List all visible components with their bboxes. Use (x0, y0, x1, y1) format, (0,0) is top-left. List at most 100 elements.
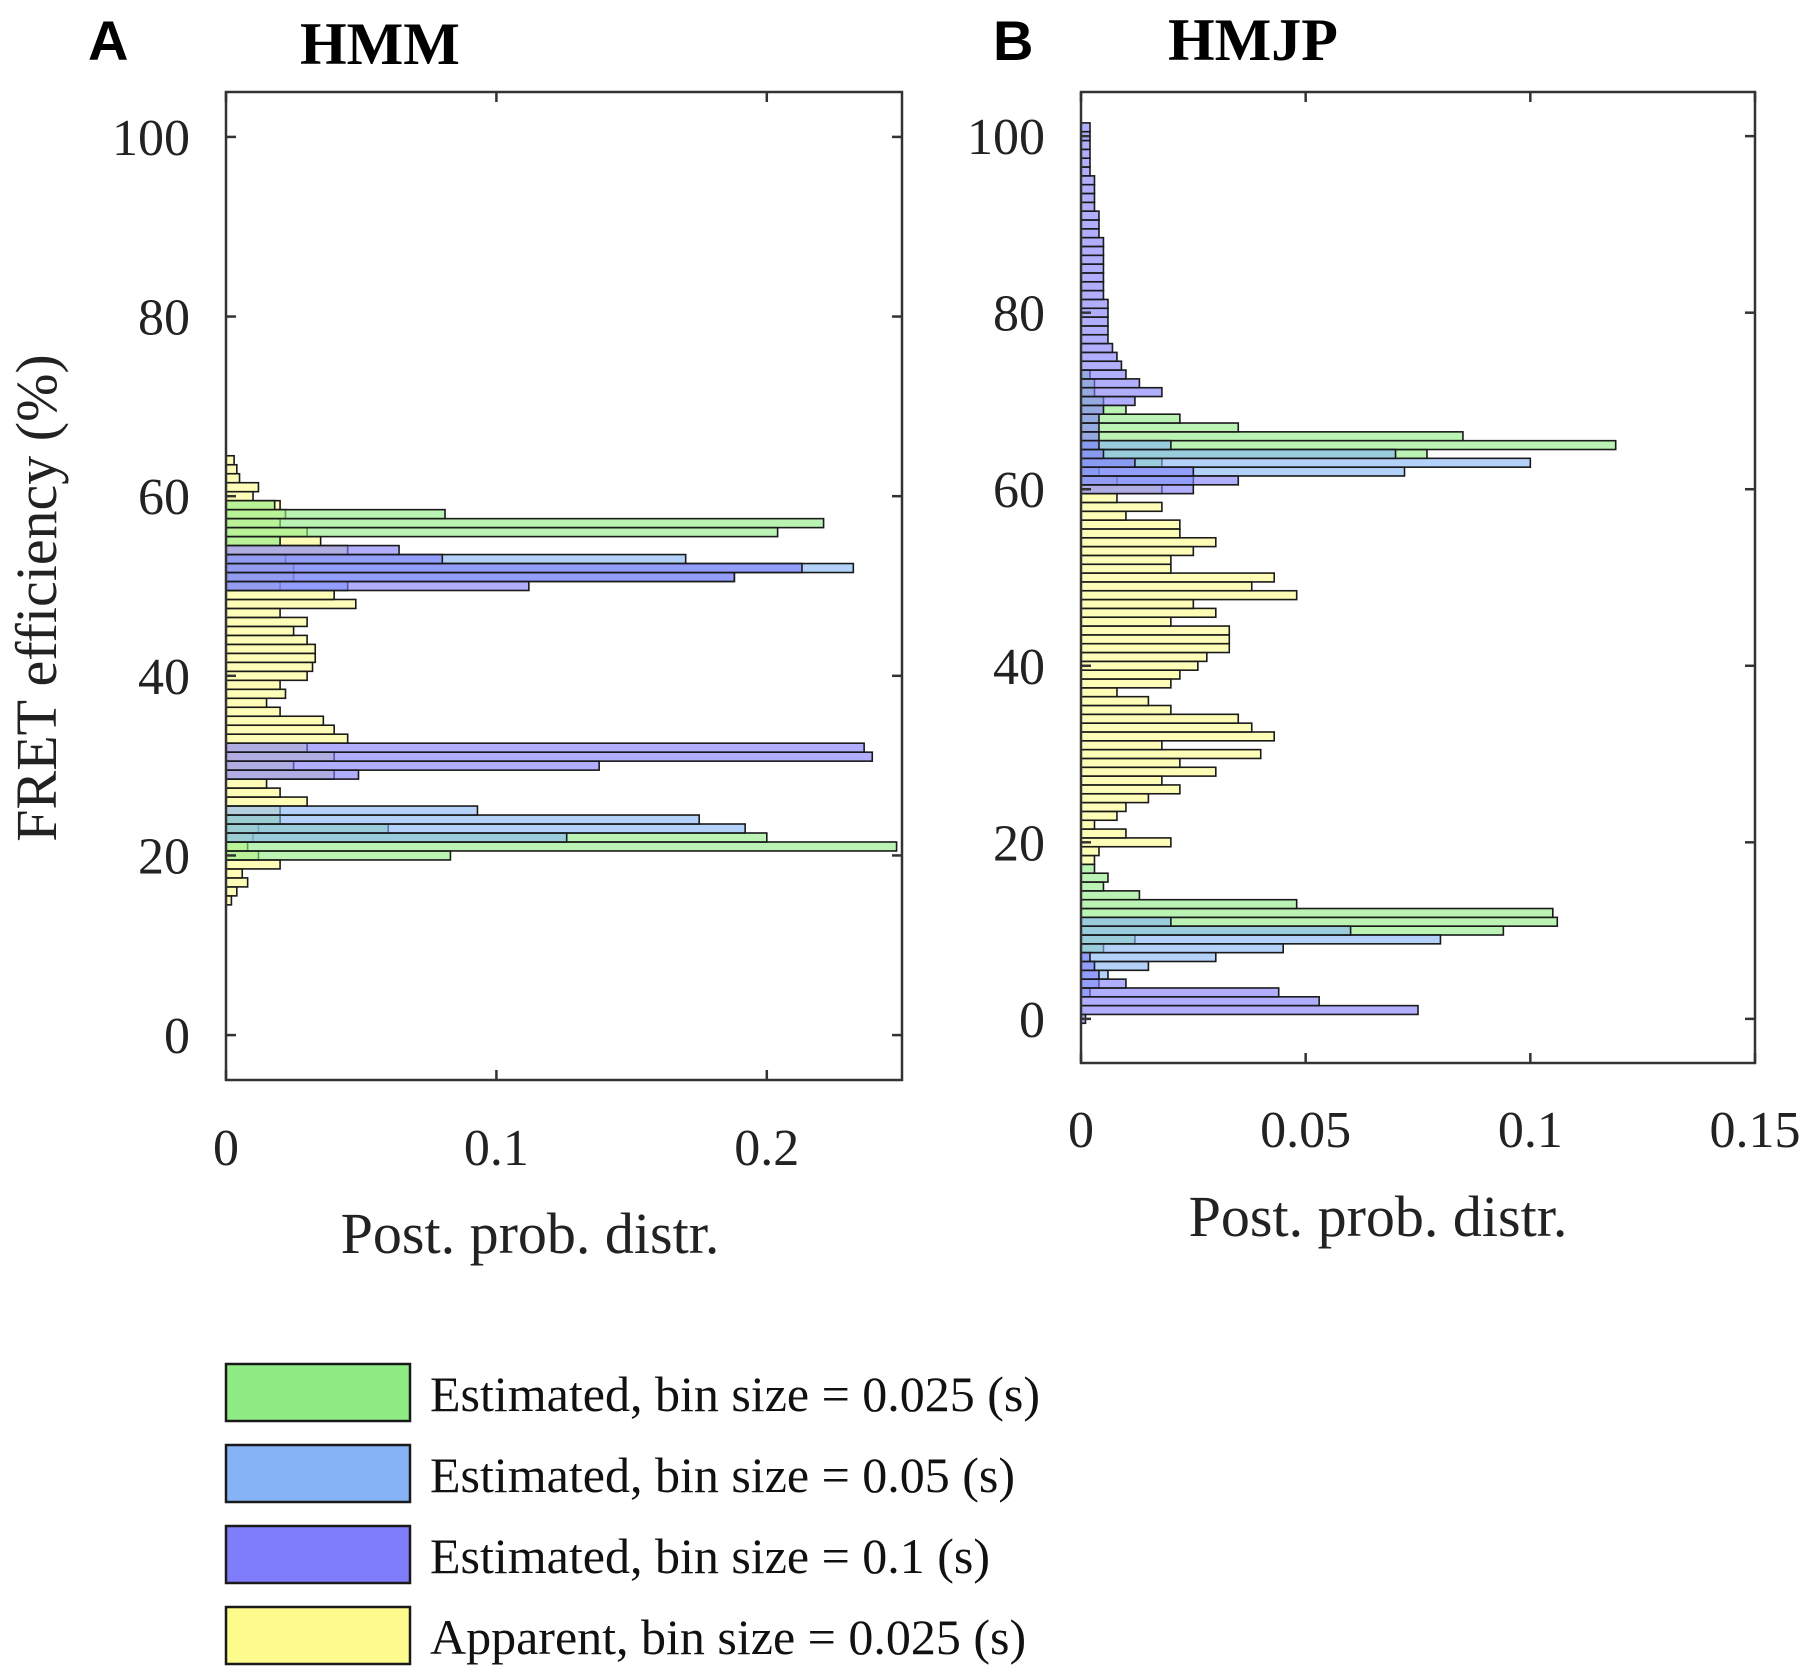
legend-label-estimated-005: Estimated, bin size = 0.05 (s) (430, 1447, 1015, 1503)
bar-app-0025-49 (1080, 581, 1253, 592)
bar-est-0025-16 (1080, 872, 1109, 883)
bar-app-0025-52 (1080, 554, 1172, 566)
bar-est-01-72 (1080, 378, 1141, 389)
bar-est-01-86 (1080, 254, 1105, 265)
bar-app-0025-25 (1080, 792, 1150, 804)
bar-app-0025-22 (1080, 819, 1096, 830)
bar-est-01-97 (1080, 157, 1091, 168)
bar-est-01-53 (225, 553, 444, 565)
legend-label-estimated-01: Estimated, bin size = 0.1 (s) (430, 1528, 990, 1584)
legend-label-apparent-0025: Apparent, bin size = 0.025 (s) (430, 1609, 1026, 1665)
bar-app-0025-57 (1080, 510, 1127, 521)
bar-est-01-7 (1080, 951, 1091, 963)
bar-est-01-96 (1080, 166, 1091, 177)
bar-est-005-64 (1080, 448, 1397, 460)
bar-app-0025-24 (1080, 801, 1127, 813)
x-tick-label: 0.05 (1260, 1102, 1351, 1159)
panel-letter-b: B (993, 9, 1033, 72)
bar-est-01-62 (1080, 466, 1195, 477)
bar-app-0025-34 (225, 724, 335, 736)
bar-est-01-71 (1080, 386, 1163, 398)
axes-box-a (224, 90, 904, 1082)
bar-est-01-90 (1080, 219, 1100, 230)
bar-app-0025-16 (225, 886, 238, 897)
bar-est-01-50 (225, 580, 530, 592)
y-tick-label: 20 (138, 828, 190, 885)
bar-est-005-22 (225, 832, 568, 843)
bar-est-0025-56 (225, 526, 779, 538)
bar-est-01-63 (1080, 457, 1136, 468)
legend-item-estimated-005: Estimated, bin size = 0.05 (s) (224, 1443, 1015, 1504)
bar-est-01-75 (1080, 351, 1118, 363)
bar-est-005-24 (225, 814, 701, 825)
bar-est-0025-12 (1080, 907, 1554, 919)
ticks-b: 0 20 40 60 80 100 0 0.05 0.1 0.15 (967, 92, 1800, 1159)
bar-est-01-77 (1080, 333, 1109, 345)
x-tick-label: 0.1 (464, 1120, 529, 1177)
bar-app-0025-58 (1080, 501, 1163, 513)
x-tick-label: 0.1 (1498, 1102, 1563, 1159)
bar-est-0025-17 (1080, 863, 1096, 875)
bar-est-01-74 (1080, 360, 1123, 371)
bar-app-0025-43 (1080, 634, 1231, 645)
bar-est-01-3 (1080, 987, 1280, 998)
bar-app-0025-27 (225, 787, 281, 798)
bar-est-01-61 (1080, 475, 1240, 486)
bar-app-0025-32 (1080, 731, 1276, 742)
bar-app-0025-47 (1080, 598, 1195, 610)
bar-app-0025-48 (1080, 589, 1298, 601)
bar-app-0025-63 (225, 463, 238, 475)
bar-est-0025-15 (1080, 881, 1105, 892)
y-tick-label: 60 (993, 462, 1045, 519)
bar-est-005-10 (1080, 925, 1352, 936)
bar-app-0025-31 (1080, 740, 1163, 751)
bar-app-0025-44 (1080, 625, 1231, 636)
bar-est-01-78 (1080, 325, 1109, 336)
bar-est-01-64 (1080, 448, 1105, 460)
bar-est-01-70 (1080, 395, 1136, 407)
bar-est-0025-57 (225, 517, 825, 529)
bar-app-0025-38 (225, 688, 287, 700)
bar-app-0025-56 (1080, 519, 1181, 530)
bar-est-01-98 (1080, 148, 1091, 160)
y-tick-label: 80 (138, 290, 190, 347)
bar-est-01-85 (1080, 263, 1105, 274)
bar-app-0025-44 (225, 634, 308, 646)
bar-app-0025-21 (1080, 828, 1127, 839)
bar-app-0025-18 (225, 868, 244, 879)
axes-box-b (1079, 90, 1757, 1065)
bar-app-0025-19 (225, 859, 281, 870)
y-tick-label: 20 (993, 815, 1045, 872)
bar-est-01-2 (1080, 995, 1320, 1007)
legend-label-estimated-0025: Estimated, bin size = 0.025 (s) (430, 1366, 1040, 1422)
x-axis-label-b: Post. prob. distr. (1189, 1184, 1568, 1249)
bar-app-0025-33 (225, 733, 349, 744)
bar-app-0025-40 (1080, 660, 1199, 671)
bar-app-0025-19 (1080, 845, 1100, 857)
bar-est-01-92 (1080, 201, 1096, 212)
bar-est-01-52 (225, 562, 803, 574)
bar-est-01-65 (1080, 439, 1100, 451)
bar-est-005-7 (1080, 951, 1217, 963)
bar-app-0025-50 (1080, 572, 1276, 583)
y-tick-label: 100 (967, 109, 1045, 166)
bar-est-01-89 (1080, 228, 1100, 239)
panel-title-b: HMJP (1168, 7, 1338, 73)
bar-app-0025-47 (225, 607, 281, 619)
bar-app-0025-54 (1080, 536, 1217, 548)
bar-app-0025-40 (225, 670, 308, 682)
bar-est-01-79 (1080, 316, 1109, 327)
bars-a (225, 454, 898, 906)
bar-app-0025-17 (225, 877, 249, 888)
bar-app-0025-26 (1080, 784, 1181, 795)
bar-est-01-30 (225, 760, 600, 771)
bar-est-01-84 (1080, 272, 1105, 283)
bar-est-01-87 (1080, 245, 1105, 257)
bar-app-0025-45 (225, 625, 295, 637)
bar-est-01-99 (1080, 139, 1091, 151)
bar-est-01-67 (1080, 422, 1100, 433)
x-tick-label: 0 (213, 1120, 239, 1177)
bar-est-01-51 (225, 571, 736, 583)
bar-app-0025-41 (225, 661, 314, 673)
